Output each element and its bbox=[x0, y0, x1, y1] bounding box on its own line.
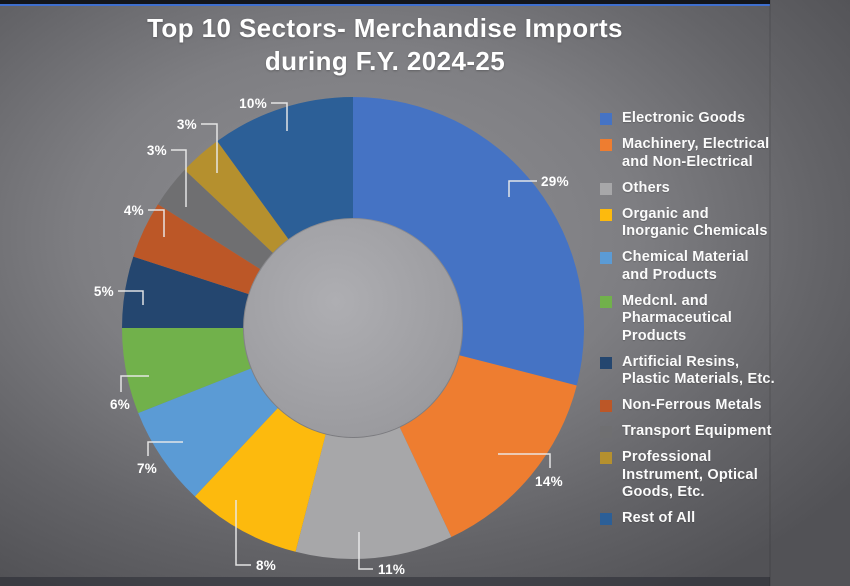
legend-swatch-icon bbox=[600, 139, 612, 151]
legend-item: Professional Instrument, Optical Goods, … bbox=[600, 449, 800, 502]
legend-item: Transport Equipment bbox=[600, 423, 800, 441]
chart-title-line1: Top 10 Sectors- Merchandise Imports bbox=[147, 13, 623, 43]
slice-percent-label: 5% bbox=[94, 284, 114, 299]
donut-slice bbox=[353, 97, 584, 386]
slide-edge-divider bbox=[769, 0, 771, 586]
slice-leader-line bbox=[148, 209, 165, 237]
legend-swatch-icon bbox=[600, 182, 612, 195]
legend-swatch-icon bbox=[600, 426, 612, 438]
slice-leader-line bbox=[498, 453, 551, 468]
donut-slices bbox=[122, 97, 584, 559]
slice-leader-line bbox=[201, 123, 218, 173]
slice-percent-label: 8% bbox=[256, 558, 276, 573]
legend-item: Rest of All bbox=[600, 510, 800, 528]
slice-percent-label: 6% bbox=[110, 397, 130, 412]
legend-swatch-icon bbox=[600, 452, 612, 464]
legend-label: Rest of All bbox=[622, 510, 696, 526]
slice-leader-line bbox=[508, 180, 537, 197]
slice-leader-line bbox=[118, 290, 144, 305]
slice-percent-label: 11% bbox=[378, 562, 405, 577]
slice-percent-label: 10% bbox=[239, 96, 267, 111]
donut-slice bbox=[217, 97, 353, 240]
donut-slice bbox=[194, 408, 326, 552]
legend-label: Professional Instrument, Optical Goods, … bbox=[622, 449, 758, 500]
top-accent-bar bbox=[0, 0, 770, 6]
donut-hole bbox=[244, 219, 462, 437]
legend-item: Electronic Goods bbox=[600, 110, 800, 128]
legend-swatch-icon bbox=[600, 295, 612, 308]
legend-item: Others bbox=[600, 180, 800, 198]
slice-percent-label: 14% bbox=[535, 474, 563, 489]
donut-slice bbox=[184, 141, 289, 253]
legend-swatch-icon bbox=[600, 513, 612, 525]
chart-title-line2: during F.Y. 2024-25 bbox=[264, 46, 506, 76]
slice-leader-line bbox=[271, 102, 288, 131]
legend-swatch-icon bbox=[600, 356, 612, 369]
legend-label: Artificial Resins, Plastic Materials, Et… bbox=[622, 353, 775, 388]
slice-leader-line bbox=[120, 375, 149, 392]
legend-swatch-icon bbox=[600, 400, 612, 412]
slice-leader-line bbox=[358, 532, 373, 570]
slice-percent-label: 29% bbox=[541, 174, 569, 189]
legend-item: Non-Ferrous Metals bbox=[600, 397, 800, 415]
bottom-accent-band bbox=[0, 577, 770, 586]
legend-swatch-icon bbox=[600, 208, 612, 221]
legend-label: Chemical Material and Products bbox=[622, 249, 749, 283]
donut-slice bbox=[295, 427, 452, 559]
slice-percent-label: 4% bbox=[124, 203, 144, 218]
slice-leader-line bbox=[171, 149, 187, 207]
legend-item: Medcnl. and Pharmaceutical Products bbox=[600, 293, 800, 346]
legend-label: Organic and Inorganic Chemicals bbox=[622, 205, 768, 240]
legend-item: Artificial Resins, Plastic Materials, Et… bbox=[600, 354, 800, 389]
donut-slice bbox=[122, 328, 251, 414]
legend-swatch-icon bbox=[600, 252, 612, 264]
slice-leader-line bbox=[235, 500, 251, 566]
legend-item: Chemical Material and Products bbox=[600, 249, 800, 284]
chart-title: Top 10 Sectors- Merchandise Imports duri… bbox=[0, 12, 770, 78]
slice-percent-label: 3% bbox=[177, 117, 197, 132]
legend-label: Non-Ferrous Metals bbox=[622, 397, 762, 413]
donut-slice bbox=[133, 204, 261, 295]
legend-label: Transport Equipment bbox=[622, 423, 772, 439]
donut-slice bbox=[138, 368, 278, 497]
donut-slice bbox=[399, 355, 577, 538]
slice-callouts: 29% 14% 11% 8% 7% 6% 5% 4% 3% 3% 10% bbox=[94, 96, 569, 577]
slice-leader-line bbox=[147, 441, 183, 456]
legend-item: Machinery, Electrical and Non-Electrical bbox=[600, 136, 800, 171]
legend-item: Organic and Inorganic Chemicals bbox=[600, 206, 800, 241]
slice-percent-label: 3% bbox=[147, 143, 167, 158]
legend-label: Medcnl. and Pharmaceutical Products bbox=[622, 292, 732, 344]
donut-slice bbox=[122, 256, 249, 328]
legend-label: Electronic Goods bbox=[622, 110, 746, 126]
legend-swatch-icon bbox=[600, 113, 612, 125]
legend-label: Machinery, Electrical and Non-Electrical bbox=[622, 136, 770, 170]
chart-legend: Electronic Goods Machinery, Electrical an… bbox=[600, 110, 800, 536]
legend-label: Others bbox=[622, 179, 670, 196]
slice-percent-label: 7% bbox=[137, 461, 157, 476]
